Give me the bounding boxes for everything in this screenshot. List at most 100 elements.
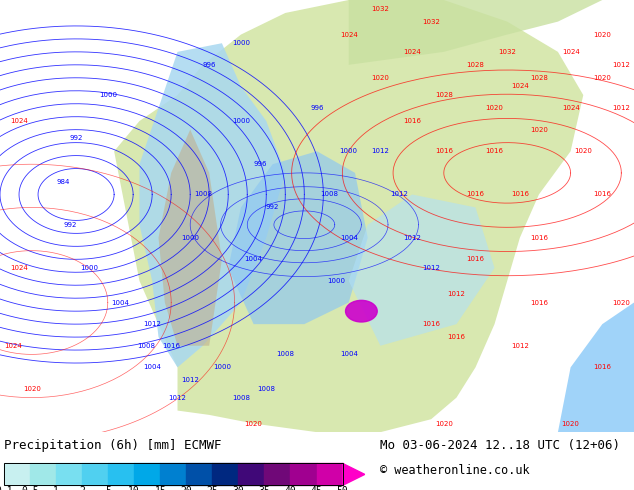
Text: 996: 996 [253,161,267,167]
Text: 1016: 1016 [467,192,484,197]
Bar [160,464,186,486]
Text: 1020: 1020 [23,386,41,392]
Bar [30,464,56,486]
Text: 2: 2 [79,487,85,490]
Text: Mo 03-06-2024 12..18 UTC (12+06): Mo 03-06-2024 12..18 UTC (12+06) [380,439,621,452]
Bar [108,464,134,486]
Text: 1000: 1000 [232,40,250,46]
Text: 35: 35 [259,487,270,490]
Polygon shape [228,151,368,324]
Text: 1020: 1020 [612,299,630,306]
Text: 1028: 1028 [530,75,548,81]
Text: 1004: 1004 [112,299,129,306]
Text: 992: 992 [63,222,77,228]
Polygon shape [349,195,495,346]
Polygon shape [114,0,583,432]
Text: 996: 996 [310,105,324,111]
Text: 1020: 1020 [593,75,611,81]
Circle shape [346,300,377,322]
Polygon shape [342,464,365,486]
Bar [4,464,342,486]
Text: 992: 992 [69,135,83,141]
Text: 1024: 1024 [340,31,358,38]
Text: 1012: 1012 [448,291,465,297]
Text: 1024: 1024 [4,343,22,349]
Text: 1032: 1032 [498,49,516,55]
Text: 1016: 1016 [511,192,529,197]
Text: 0.1: 0.1 [0,487,13,490]
Text: 1004: 1004 [340,235,358,241]
Text: Precipitation (6h) [mm] ECMWF: Precipitation (6h) [mm] ECMWF [4,439,221,452]
Polygon shape [558,302,634,432]
Text: 1028: 1028 [435,92,453,98]
Text: 1016: 1016 [162,343,180,349]
Polygon shape [349,0,602,65]
Text: 1016: 1016 [593,192,611,197]
Text: 1008: 1008 [257,386,275,392]
Bar [290,464,316,486]
Text: 1020: 1020 [372,75,389,81]
Text: 1016: 1016 [530,235,548,241]
Text: 1000: 1000 [340,148,358,154]
Text: 992: 992 [266,204,280,210]
Text: 1012: 1012 [372,148,389,154]
Text: 1012: 1012 [169,394,186,401]
Text: 1024: 1024 [562,49,579,55]
Text: 45: 45 [311,487,323,490]
Text: 1004: 1004 [245,256,262,262]
Text: 1016: 1016 [435,148,453,154]
Text: 1008: 1008 [137,343,155,349]
Text: 1012: 1012 [612,105,630,111]
Text: 1020: 1020 [574,148,592,154]
Text: 50: 50 [337,487,349,490]
Text: 10: 10 [128,487,140,490]
Text: 1004: 1004 [340,351,358,357]
Text: 1016: 1016 [530,299,548,306]
Bar [4,464,30,486]
Text: 1020: 1020 [486,105,503,111]
Text: 996: 996 [202,62,216,68]
Text: 1000: 1000 [232,118,250,124]
Text: © weatheronline.co.uk: © weatheronline.co.uk [380,464,530,477]
Text: 1016: 1016 [467,256,484,262]
Text: 1000: 1000 [99,92,117,98]
Text: 1020: 1020 [245,420,262,426]
Text: 1024: 1024 [511,83,529,90]
Text: 20: 20 [181,487,192,490]
Text: 1016: 1016 [486,148,503,154]
Text: 30: 30 [233,487,244,490]
Bar [238,464,264,486]
Bar [316,464,342,486]
Text: 1024: 1024 [562,105,579,111]
Text: 1024: 1024 [10,118,28,124]
Text: 15: 15 [155,487,166,490]
Text: 1008: 1008 [194,192,212,197]
Text: 25: 25 [207,487,218,490]
Text: 1028: 1028 [467,62,484,68]
Polygon shape [139,43,285,368]
Bar [134,464,160,486]
Text: 1016: 1016 [593,365,611,370]
Bar [264,464,290,486]
Text: 1012: 1012 [181,377,199,383]
Text: 1016: 1016 [448,334,465,340]
Text: 1012: 1012 [422,265,440,271]
Text: 1012: 1012 [511,343,529,349]
Text: 1012: 1012 [403,235,421,241]
Text: 1: 1 [53,487,59,490]
Text: 1000: 1000 [213,365,231,370]
Text: 1012: 1012 [143,321,161,327]
Text: 1020: 1020 [562,420,579,426]
Text: 1012: 1012 [391,192,408,197]
Text: 1012: 1012 [612,62,630,68]
Bar [186,464,212,486]
Text: 1000: 1000 [80,265,98,271]
Text: 984: 984 [56,178,70,185]
Bar [56,464,82,486]
Text: 5: 5 [105,487,111,490]
Text: 1008: 1008 [232,394,250,401]
Text: 0.5: 0.5 [21,487,39,490]
Text: 1008: 1008 [276,351,294,357]
Text: 1020: 1020 [593,31,611,38]
Polygon shape [158,130,222,346]
